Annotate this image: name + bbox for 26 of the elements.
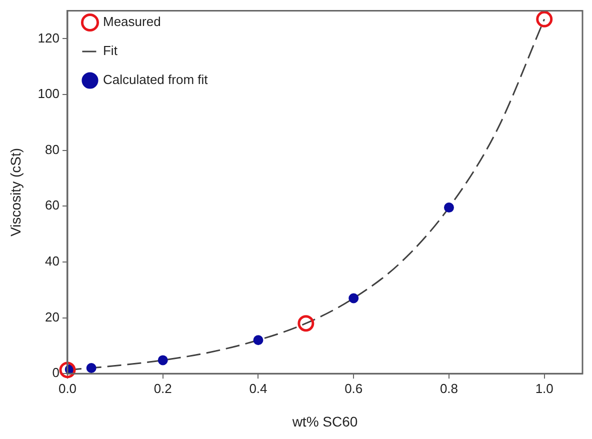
point — [86, 363, 96, 374]
point — [59, 362, 76, 378]
point — [158, 355, 168, 366]
x-axis-title: wt% SC60 — [291, 413, 358, 430]
point — [298, 315, 314, 332]
x-tick-label: 0.8 — [440, 380, 458, 396]
x-tick-label: 0.4 — [249, 380, 268, 396]
x-tick-label: 0.2 — [154, 380, 172, 396]
x-tick-label: 0.0 — [58, 380, 77, 396]
legend-label: Calculated from fit — [102, 72, 208, 88]
x-tick-label: 1.0 — [535, 380, 554, 396]
x-tick-label: 0.6 — [344, 380, 363, 396]
point — [348, 293, 359, 304]
y-tick-label: 0 — [52, 365, 60, 380]
y-tick-label: 60 — [45, 198, 60, 213]
y-tick-label: 20 — [45, 309, 60, 324]
point — [253, 335, 264, 346]
y-tick-label: 40 — [45, 254, 60, 269]
y-tick-label: 80 — [45, 142, 60, 157]
y-tick-label: 120 — [38, 30, 60, 46]
y-tick-label: 100 — [38, 86, 60, 102]
point — [444, 202, 454, 213]
legend-label: Fit — [102, 43, 118, 58]
point — [536, 10, 553, 28]
y-axis-title: Viscosity (cSt) — [7, 148, 24, 236]
legend-label: Measured — [102, 14, 161, 30]
